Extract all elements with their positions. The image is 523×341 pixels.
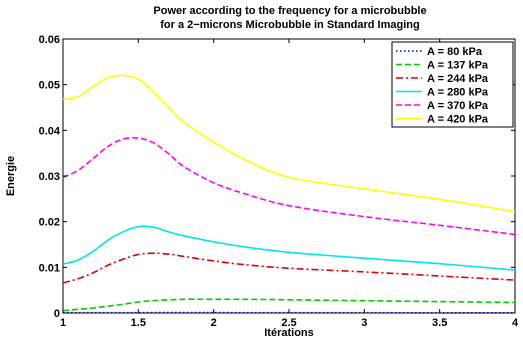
- legend-label-3: A = 244 kPa: [427, 73, 489, 85]
- series-lines: [62, 74, 516, 314]
- axis-ticks: 1 1.5 2 2.5 3 3.5 4 0 0.01 0.02 0.03 0.04 0.05 0.06: [39, 34, 519, 329]
- legend-label-1: A = 80 kPa: [427, 46, 483, 58]
- x-tick-label: 1.5: [131, 317, 146, 329]
- x-tick-label: 3: [361, 317, 367, 329]
- chart-title-line-1: Power according to the frequency for a m…: [153, 5, 426, 17]
- y-axis-label: Energie: [5, 156, 17, 196]
- x-tick-label: 2.5: [281, 317, 296, 329]
- x-axis-label: Itérations: [264, 327, 314, 339]
- y-tick-label: 0.06: [39, 34, 60, 46]
- series-line-4: [62, 225, 516, 271]
- y-tick-label: 0.05: [39, 80, 60, 92]
- x-tick-label: 2: [211, 317, 217, 329]
- series-line-5: [62, 136, 516, 236]
- legend-label-6: A = 420 kPa: [427, 114, 489, 126]
- x-tick-label: 3.5: [432, 317, 447, 329]
- series-line-6: [62, 74, 516, 213]
- y-tick-label: 0.02: [39, 217, 60, 229]
- legend-label-5: A = 370 kPa: [427, 100, 489, 112]
- series-line-3: [62, 252, 516, 284]
- chart-title-line-2: for a 2−microns Microbubble in Standard …: [160, 19, 419, 31]
- legend-box: [391, 41, 514, 128]
- x-tick-label: 1: [60, 317, 66, 329]
- series-line-2: [62, 298, 516, 312]
- legend-label-4: A = 280 kPa: [427, 87, 489, 99]
- legend-label-2: A = 137 kPa: [427, 60, 489, 72]
- x-tick-label: 4: [512, 317, 519, 329]
- y-tick-label: 0.04: [39, 125, 61, 137]
- y-tick-label: 0.01: [39, 262, 60, 274]
- y-tick-label: 0: [54, 308, 60, 320]
- y-tick-label: 0.03: [39, 171, 60, 183]
